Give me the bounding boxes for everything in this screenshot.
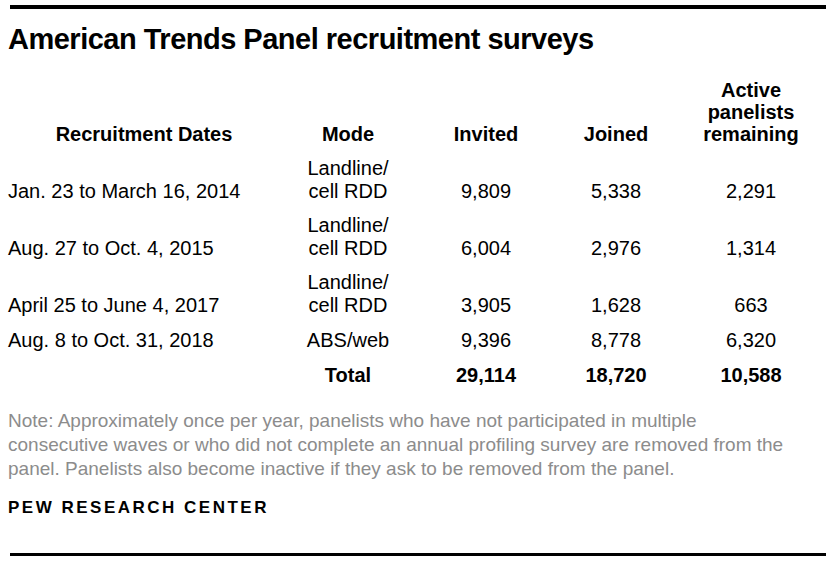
cell-mode: ABS/web <box>280 329 416 352</box>
cell-joined: 8,778 <box>556 329 676 352</box>
table-row: April 25 to June 4, 2017 Landline/ cell … <box>8 260 826 317</box>
header-joined: Joined <box>556 123 676 146</box>
source-label: PEW RESEARCH CENTER <box>8 497 836 519</box>
cell-total-joined: 18,720 <box>556 364 676 387</box>
cell-active: 1,314 <box>676 237 826 260</box>
cell-dates: April 25 to June 4, 2017 <box>8 294 280 317</box>
footnote: Note: Approximately once per year, panel… <box>8 409 836 481</box>
figure-container: American Trends Panel recruitment survey… <box>0 0 836 564</box>
table-total-row: Total 29,114 18,720 10,588 <box>8 352 826 389</box>
cell-dates: Aug. 27 to Oct. 4, 2015 <box>8 237 280 260</box>
cell-invited: 9,396 <box>416 329 556 352</box>
header-active-panelists-label: Active panelists remaining <box>695 79 807 145</box>
cell-invited: 9,809 <box>416 180 556 203</box>
table-header-row: Recruitment Dates Mode Invited Joined Ac… <box>8 78 826 146</box>
footnote-line: panel. Panelists also become inactive if… <box>8 457 836 481</box>
figure-title: American Trends Panel recruitment survey… <box>8 22 836 57</box>
cell-mode-label: ABS/web <box>307 329 389 352</box>
footnote-line: consecutive waves or who did not complet… <box>8 433 836 457</box>
cell-dates: Jan. 23 to March 16, 2014 <box>8 180 280 203</box>
cell-mode: Landline/ cell RDD <box>280 157 416 203</box>
cell-active: 2,291 <box>676 180 826 203</box>
cell-total-label: Total <box>280 364 416 387</box>
cell-mode: Landline/ cell RDD <box>280 214 416 260</box>
cell-active: 663 <box>676 294 826 317</box>
header-mode: Mode <box>280 123 416 146</box>
cell-mode-label: Landline/ cell RDD <box>301 214 396 260</box>
table-row: Aug. 27 to Oct. 4, 2015 Landline/ cell R… <box>8 203 826 260</box>
cell-total-active: 10,588 <box>676 364 826 387</box>
cell-mode-label: Landline/ cell RDD <box>301 157 396 203</box>
cell-joined: 2,976 <box>556 237 676 260</box>
cell-joined: 1,628 <box>556 294 676 317</box>
cell-mode-label: Landline/ cell RDD <box>301 271 396 317</box>
footnote-line: Note: Approximately once per year, panel… <box>8 409 836 433</box>
recruitment-table: Recruitment Dates Mode Invited Joined Ac… <box>8 78 826 389</box>
top-rule <box>10 5 826 9</box>
cell-joined: 5,338 <box>556 180 676 203</box>
cell-total-invited: 29,114 <box>416 364 556 387</box>
header-active-panelists: Active panelists remaining <box>676 79 826 146</box>
header-invited: Invited <box>416 123 556 146</box>
cell-active: 6,320 <box>676 329 826 352</box>
table-row: Aug. 8 to Oct. 31, 2018 ABS/web 9,396 8,… <box>8 317 826 352</box>
header-recruitment-dates: Recruitment Dates <box>8 123 280 146</box>
cell-dates: Aug. 8 to Oct. 31, 2018 <box>8 329 280 352</box>
bottom-rule <box>10 553 826 556</box>
cell-invited: 6,004 <box>416 237 556 260</box>
table-row: Jan. 23 to March 16, 2014 Landline/ cell… <box>8 146 826 203</box>
cell-invited: 3,905 <box>416 294 556 317</box>
cell-mode: Landline/ cell RDD <box>280 271 416 317</box>
